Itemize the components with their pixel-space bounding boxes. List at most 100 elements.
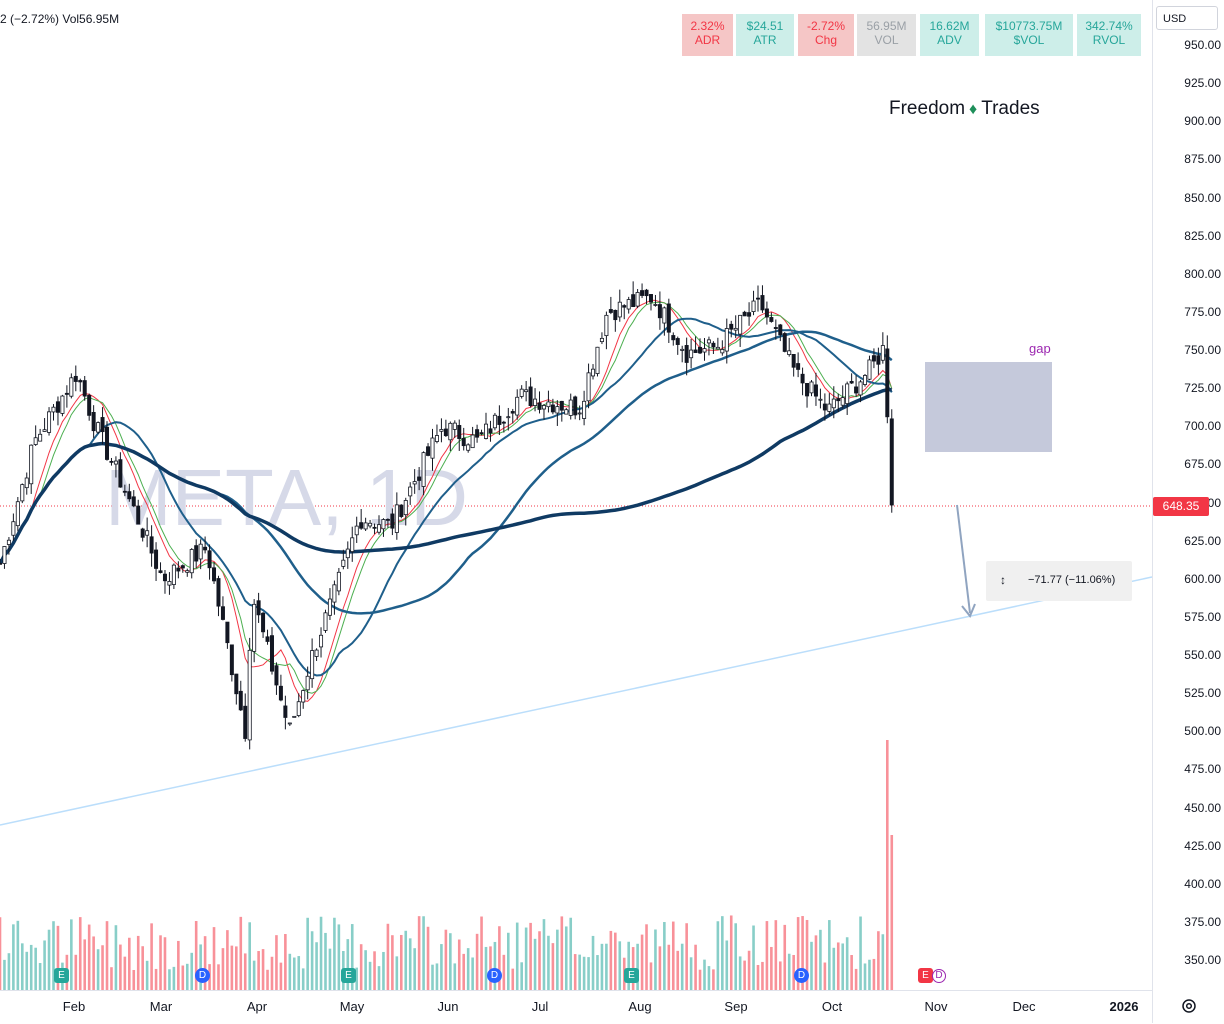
volume-bar (168, 969, 171, 990)
stat-dollar-vol: $10773.75M $VOL (985, 14, 1073, 56)
time-axis[interactable]: Feb Mar Apr May Jun Jul Aug Sep Oct Nov Dec 2026 (0, 990, 1152, 1024)
volume-bar (310, 931, 314, 990)
volume-bar (235, 946, 238, 990)
volume-bar (368, 961, 372, 990)
candle-body (434, 435, 439, 442)
candle-body (831, 398, 836, 409)
price-tick: 350.00 (1184, 953, 1221, 967)
price-tick: 725.00 (1184, 381, 1221, 396)
time-tick: Sep (724, 999, 748, 1014)
candle-body (889, 418, 894, 506)
candle-body (742, 311, 747, 317)
volume-bar (350, 924, 354, 990)
dividend-icon[interactable]: D (932, 969, 946, 983)
volume-bar (596, 955, 599, 990)
trendline[interactable] (0, 576, 1152, 826)
volume-bar (667, 944, 671, 990)
gap-box[interactable] (925, 362, 1052, 452)
price-tick: 500.00 (1184, 724, 1221, 739)
volume-bar (128, 937, 131, 990)
candle-body (533, 398, 538, 406)
candle-body (867, 359, 872, 380)
candle-body (497, 415, 502, 425)
volume-bar (796, 917, 800, 990)
candle-body (47, 411, 52, 433)
candle-body (310, 650, 315, 680)
candle-body (274, 665, 279, 686)
volume-bar (471, 957, 474, 990)
volume-bar (422, 916, 425, 990)
earnings-icon[interactable]: E (54, 968, 69, 983)
candle-body (800, 373, 805, 384)
candle-body (644, 289, 649, 297)
volume-bar (511, 968, 515, 990)
candle-body (827, 403, 832, 412)
volume-bar (587, 957, 590, 990)
dividend-icon[interactable]: D (794, 968, 809, 983)
volume-bar (569, 917, 573, 990)
currency-selector[interactable]: USD (1156, 6, 1218, 30)
diamond-dollar-icon: ♦ (969, 101, 978, 118)
earnings-icon[interactable]: E (624, 968, 639, 983)
candle-body (541, 405, 546, 410)
candle-body (287, 722, 292, 725)
volume-bar (154, 968, 158, 990)
volume-bar (507, 932, 510, 990)
measure-tooltip[interactable]: ↕ −71.77 (−11.06%) (986, 561, 1132, 601)
volume-bar (502, 954, 506, 990)
stat-rvol: 342.74% RVOL (1077, 14, 1141, 56)
candles (0, 281, 894, 750)
time-tick: Feb (62, 999, 86, 1014)
logo-text-right: Trades (981, 98, 1040, 119)
price-tick: 775.00 (1184, 304, 1221, 319)
earnings-icon[interactable]: E (341, 968, 356, 983)
volume-bar (266, 969, 269, 990)
volume-bar (645, 924, 648, 990)
candle-body (234, 673, 239, 695)
dividend-icon[interactable]: D (487, 968, 502, 983)
candle-body (319, 634, 324, 648)
ma-21-line (0, 317, 893, 677)
candle-body (475, 429, 480, 438)
volume-bar (480, 916, 483, 990)
price-tick: 575.00 (1184, 609, 1221, 624)
dividend-icon[interactable]: D (195, 968, 210, 983)
candle-body (390, 513, 395, 529)
candle-body (33, 437, 38, 445)
measure-icon: ↕ (1000, 573, 1006, 587)
candle-body (813, 384, 818, 397)
price-chart[interactable]: META, 1D (0, 0, 1152, 990)
candle-body (448, 422, 453, 441)
candle-body (73, 375, 78, 382)
candle-body (412, 481, 417, 485)
volume-bar (0, 917, 2, 990)
candle-body (216, 578, 221, 607)
earnings-icon[interactable]: E (918, 968, 933, 983)
candle-body (403, 500, 408, 516)
candle-body (336, 571, 341, 592)
gap-label: gap (1029, 341, 1051, 356)
candle-body (720, 349, 725, 354)
volume-bar (230, 945, 234, 990)
price-tick: 475.00 (1184, 762, 1221, 777)
candle-body (555, 406, 560, 414)
candle-body (479, 432, 484, 435)
candle-body (11, 521, 16, 536)
symbol-watermark: META, 1D (105, 453, 468, 542)
candle-body (100, 417, 105, 433)
volume-bar (578, 954, 581, 990)
candle-body (87, 394, 92, 416)
volume-bar (105, 921, 109, 990)
candle-body (430, 437, 435, 459)
candle-body (568, 399, 573, 416)
candle-body (408, 486, 413, 497)
volume-bar (136, 935, 140, 990)
volume-bar (828, 920, 831, 990)
volume-bar (377, 966, 381, 990)
volume-bar (292, 957, 296, 990)
gear-icon[interactable] (1180, 997, 1198, 1015)
stat-adr: 2.32% ADR (682, 14, 733, 56)
candle-body (118, 459, 123, 488)
candle-body (528, 386, 533, 407)
projection-arrow[interactable] (956, 504, 976, 618)
